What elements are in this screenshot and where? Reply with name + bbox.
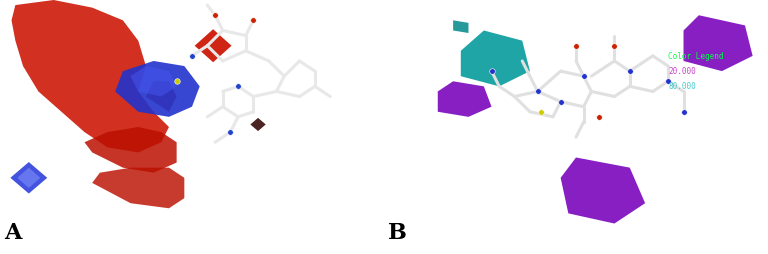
Polygon shape	[250, 118, 266, 131]
Polygon shape	[146, 81, 177, 112]
Text: 80.000: 80.000	[668, 83, 696, 91]
Polygon shape	[684, 15, 753, 71]
Polygon shape	[438, 81, 492, 117]
Text: Color Legend: Color Legend	[668, 52, 723, 61]
Polygon shape	[10, 162, 48, 194]
Polygon shape	[561, 157, 645, 224]
Text: B: B	[388, 222, 407, 244]
Polygon shape	[17, 168, 40, 188]
Polygon shape	[453, 20, 468, 33]
Text: A: A	[4, 222, 22, 244]
Polygon shape	[115, 61, 200, 117]
Polygon shape	[92, 168, 184, 208]
Polygon shape	[194, 29, 232, 62]
Polygon shape	[461, 30, 530, 86]
Polygon shape	[131, 66, 177, 97]
Text: 20.000: 20.000	[668, 67, 696, 76]
Polygon shape	[12, 0, 169, 152]
Polygon shape	[84, 127, 177, 173]
